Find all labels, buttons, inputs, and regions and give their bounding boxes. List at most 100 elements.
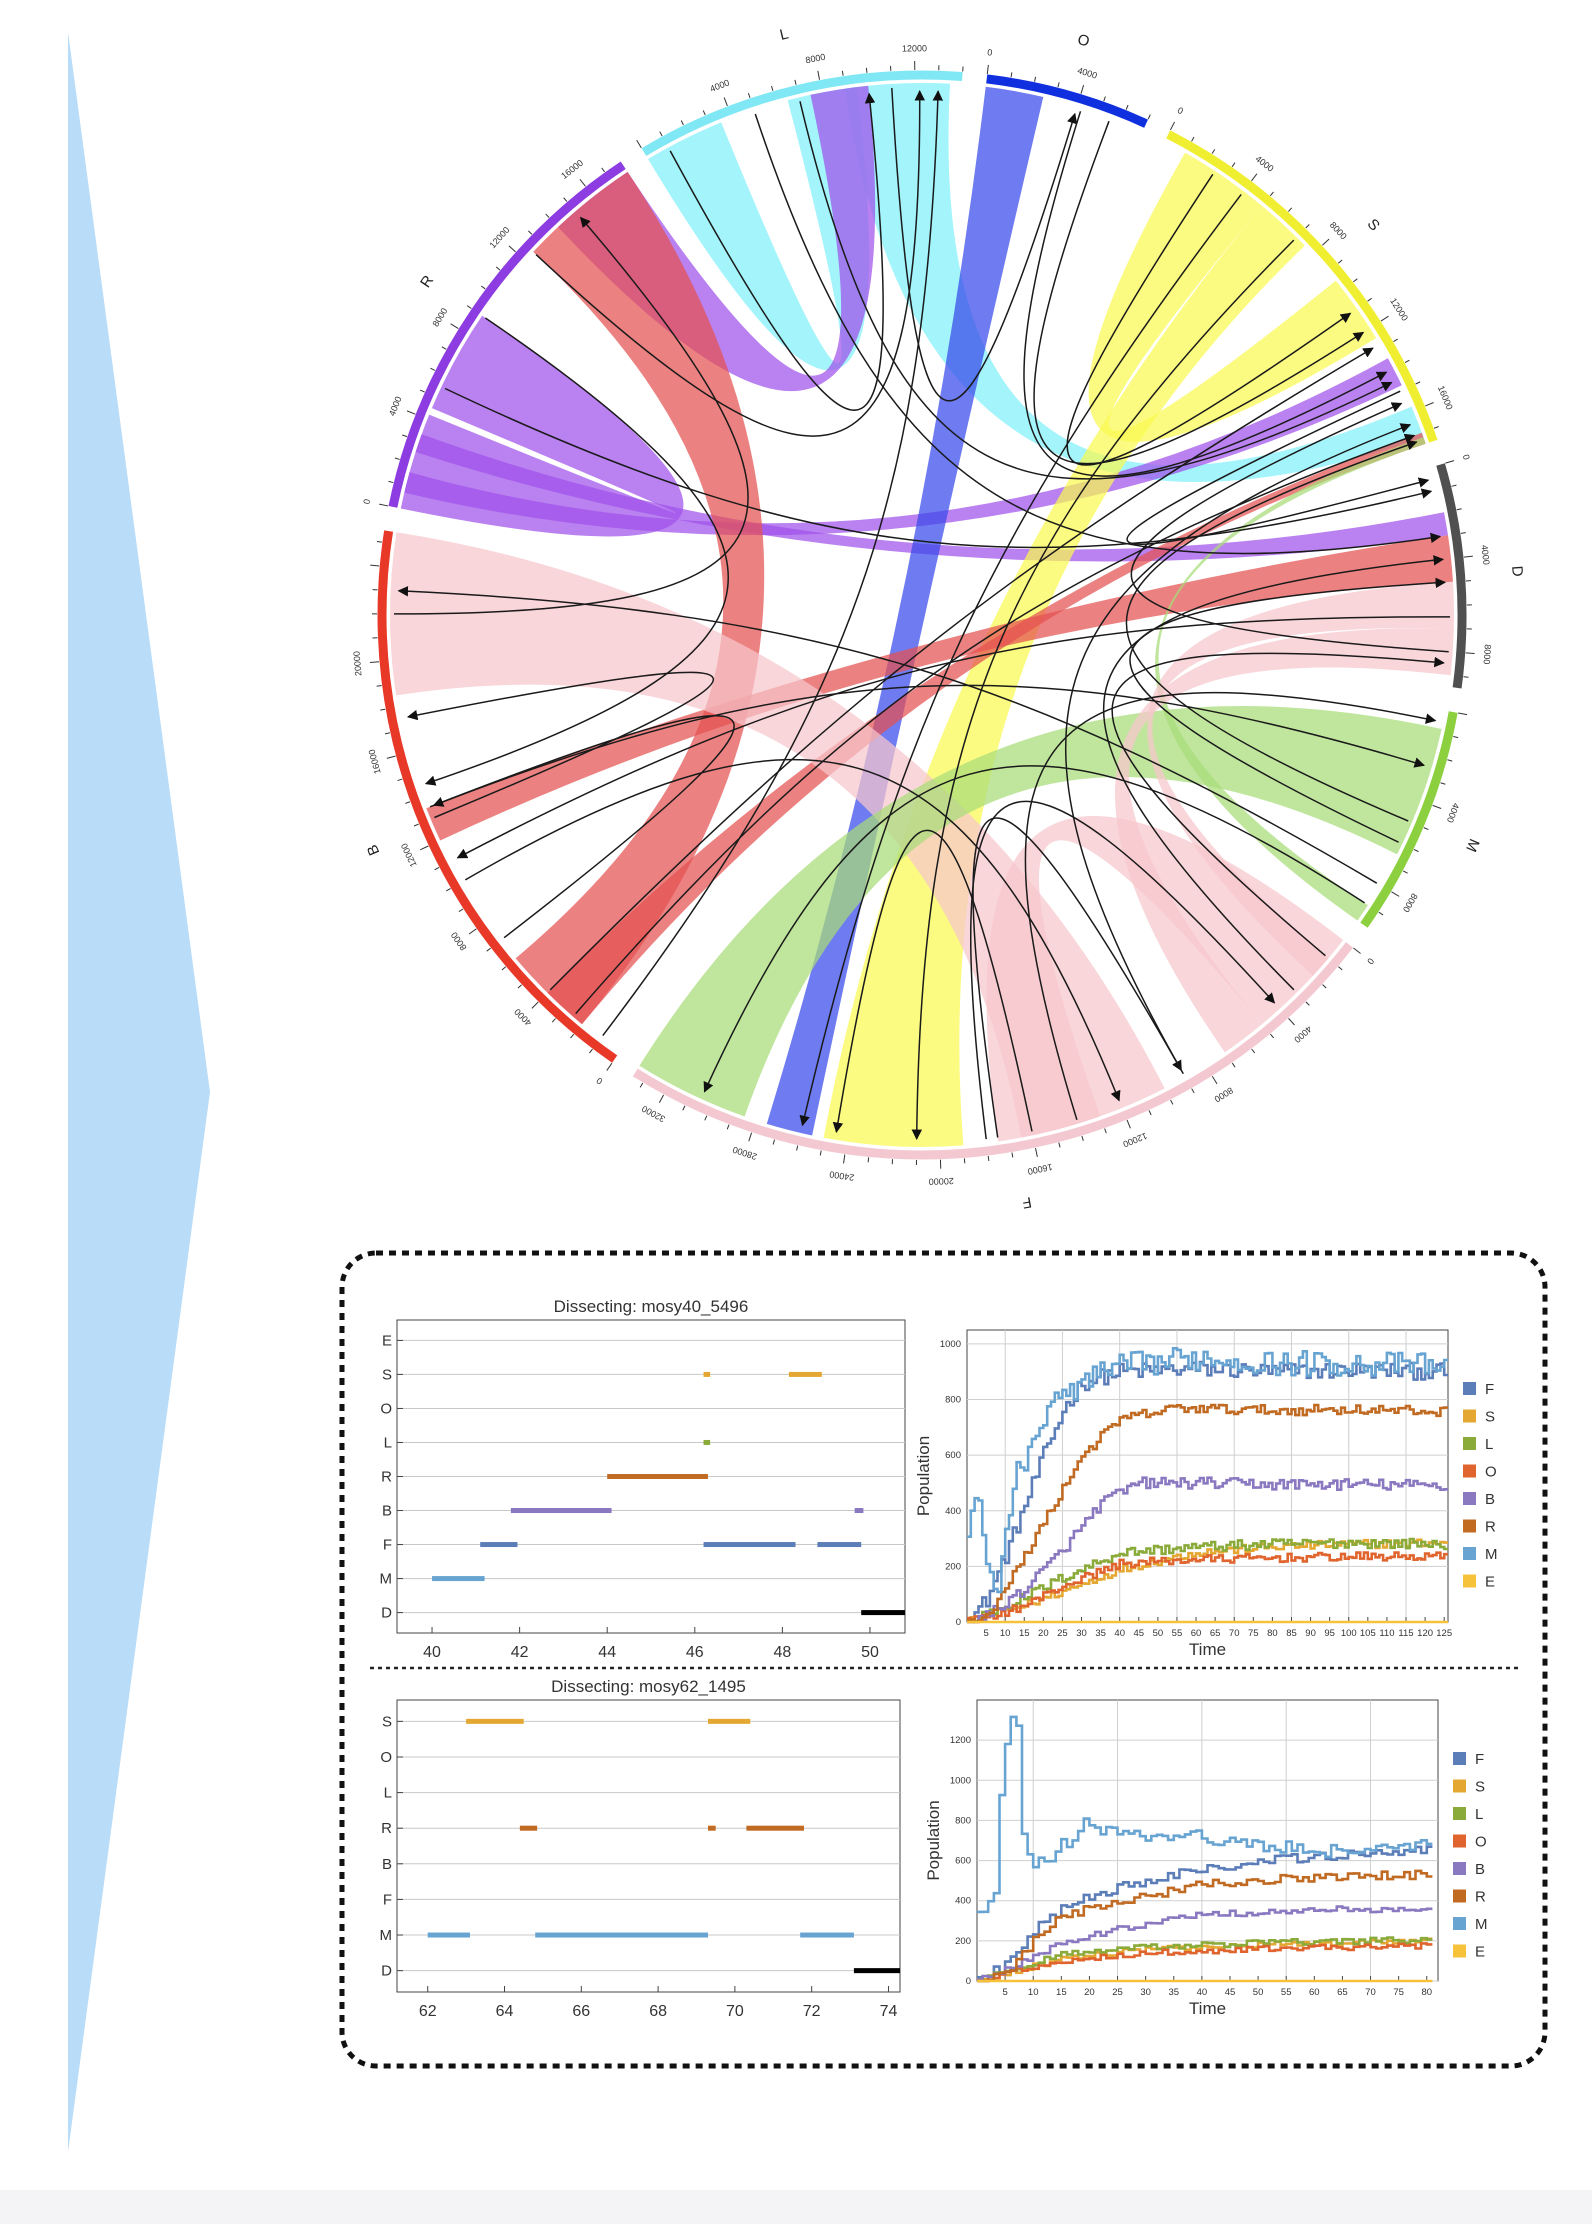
chord-segment-label: R [417,272,437,291]
chord-ribbon [1147,581,1454,976]
legend-swatch-L [1463,1437,1476,1450]
population-ylabel: Population [914,1436,933,1516]
population-xtick-label: 20 [1084,1987,1095,1998]
chord-tick-label: 0 [1176,105,1185,116]
population-xtick-label: 50 [1153,1628,1164,1639]
timeline-interval-L [703,1439,711,1445]
chord-tick [1322,984,1327,989]
population-ytick-label: 800 [945,1395,961,1406]
chord-link-arrow [464,758,1121,1102]
chord-tick [1211,1076,1218,1085]
legend-label: S [1485,1409,1495,1426]
chord-tick [480,285,486,290]
chord-segment-L [641,70,963,156]
legend-label: L [1475,1806,1483,1823]
chord-link-arrow [1066,173,1352,466]
timeline-xtick-label: 50 [861,1644,879,1661]
population-xtick-label: 90 [1305,1628,1316,1639]
chord-tick [397,778,403,782]
chord-tick [659,131,663,137]
timeline-interval-R [708,1825,716,1831]
population-ytick-label: 200 [955,1936,971,1947]
chord-ribbon [404,358,1402,536]
chord-tick [1378,911,1384,916]
chord-ribbons [390,82,1454,1148]
population-xtick-label: 5 [983,1628,988,1639]
chord-tick [384,732,390,735]
population-series-M [977,1715,1433,1914]
timeline-interval-S [703,1371,711,1377]
chord-tick [1433,426,1439,429]
chord-tick [1288,1018,1295,1026]
dissection-panel-border [339,1250,1548,2069]
population-xtick-label: 105 [1360,1628,1376,1639]
chord-tick [723,97,728,107]
chord-ribbon [1155,437,1426,921]
chord-tick [450,323,459,330]
chord-tick [458,908,464,913]
chord-diagram: 4000 8000 12000 L 0 4000 O 0 4000 8000 12000 16000 S… [351,25,1525,1211]
timeline-category-label: F [383,1537,392,1554]
chord-tick [501,966,507,971]
chord-tick [794,79,797,85]
population-xtick-label: 120 [1417,1628,1433,1639]
chord-tick [406,410,416,415]
legend-swatch-M [1463,1547,1476,1560]
timeline-interval-S [708,1718,751,1724]
population-ytick-label: 600 [945,1450,961,1461]
legend-swatch-F [1463,1382,1476,1395]
chord-tick [517,984,522,989]
population-xtick-label: 30 [1076,1628,1087,1639]
chord-tick-label: 0 [1461,453,1472,461]
chord-tick [771,85,774,91]
chord-tick [419,389,425,393]
chord-tick-label: 16000 [1436,384,1455,411]
chord-tick [819,1150,822,1156]
chord-tick [1125,104,1129,110]
chord-tick-label: 4000 [1292,1024,1314,1045]
chord-segment-label: O [1076,31,1092,51]
timeline-chart-mosy62: Dissecting: mosy62_1495 S O L R B F M D 62 64 66 68 7… [380,1677,901,2020]
chord-tick-label: 20000 [929,1176,954,1187]
chord-links [393,87,1451,1141]
legend-label: F [1475,1751,1484,1768]
chord-tick [386,755,396,759]
chord-tick-label: 4000 [512,1007,533,1028]
population-series-S [967,1538,1448,1624]
population-ytick-label: 0 [966,1976,971,1987]
population-xlabel: Time [1189,1640,1226,1659]
chord-tick [682,1105,686,1111]
population-chart-2: 5 10 15 20 25 30 35 40 45 50 55 60 65 70 75 80020040060… [924,1699,1488,2018]
population-xtick-label: 110 [1379,1628,1394,1639]
chord-tick-label: 12000 [487,225,511,250]
chord-link-arrow [1130,402,1449,653]
timeline-category-label: O [380,1749,392,1766]
chord-tick [1034,76,1037,82]
population-xtick-label: 75 [1248,1628,1259,1639]
chord-tick [380,708,386,711]
chord-tick [1432,804,1442,809]
chord-tick [1423,827,1429,831]
chord-link-arrow [1023,111,1388,477]
legend-label: B [1485,1491,1495,1508]
chord-tick [468,928,477,935]
chord-link-arrow [1111,652,1445,957]
chord-tick [1380,315,1389,322]
population-series-L [967,1537,1448,1623]
chord-link-arrow [1125,440,1418,822]
chord-link-arrow [602,90,944,1037]
population-xtick-label: 80 [1421,1987,1432,1998]
chord-tick [413,823,419,827]
chord-tick [1011,1152,1014,1158]
chord-link-arrow [1126,390,1430,545]
timeline-interval-F [703,1542,796,1548]
timeline-category-label: S [382,1366,392,1383]
chord-tick [1425,402,1434,407]
chord-tick [1103,96,1106,102]
population-ytick-label: 1200 [950,1735,971,1746]
population-xtick-label: 40 [1114,1628,1125,1639]
population-series-B [967,1476,1448,1624]
population-xtick-label: 30 [1140,1987,1151,1998]
population-series-L [977,1936,1433,1982]
chord-tick [1456,508,1462,511]
